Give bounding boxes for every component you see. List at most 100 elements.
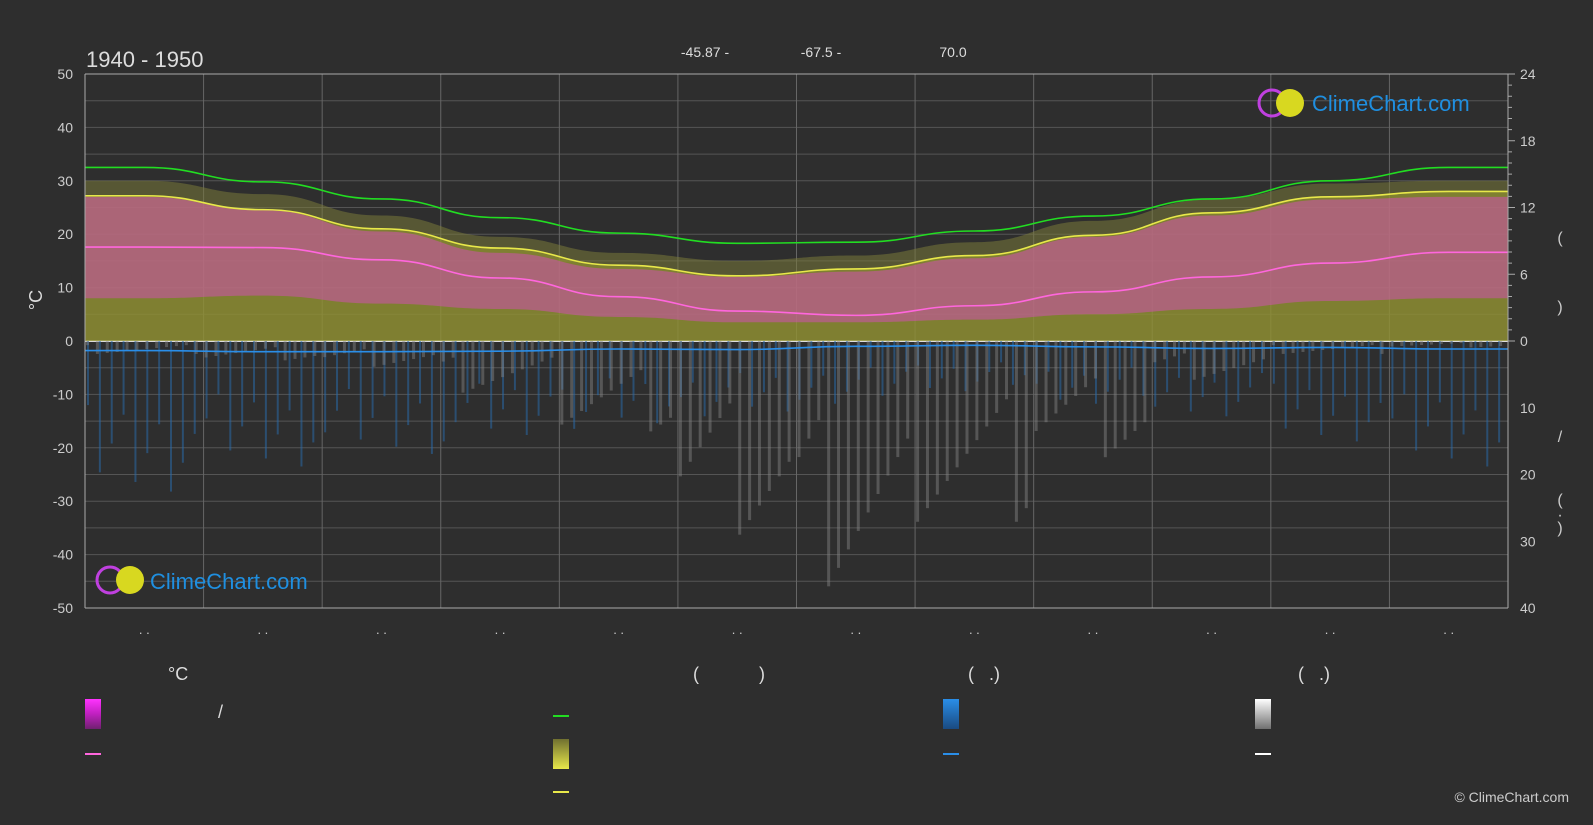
rain-bar (1391, 341, 1394, 419)
snow-bar (95, 341, 99, 354)
y-tick-label: -50 (53, 600, 73, 616)
snow-bar (155, 341, 159, 349)
snow-bar (639, 341, 643, 371)
rain-bar (751, 341, 754, 407)
rain-bar (336, 341, 339, 411)
y-tick-label: 30 (57, 173, 73, 189)
rain-bar (1486, 341, 1489, 467)
rain-bar (1438, 341, 1441, 403)
top-label: -45.87 - (681, 44, 730, 60)
snow-bar (1271, 341, 1275, 346)
top-label: -67.5 - (801, 44, 842, 60)
snow-bar (599, 341, 603, 398)
logo-top[interactable]: ClimeChart.com (1257, 88, 1470, 118)
rain-bar (917, 341, 920, 366)
rain-bar (98, 341, 101, 473)
snow-bar (856, 341, 860, 531)
snow-bar (234, 341, 238, 354)
legend-snow-header: ( .) (1298, 664, 1330, 684)
snow-bar (174, 341, 178, 347)
snow-bar (244, 341, 248, 352)
snow-bar (293, 341, 297, 359)
rain-bar (1000, 341, 1003, 363)
logo-bottom[interactable]: ClimeChart.com (95, 565, 308, 595)
rain-bar (502, 341, 505, 410)
snow-bar (323, 341, 327, 358)
rain-bar (1011, 341, 1014, 385)
rain-bar (976, 341, 979, 382)
snow-bar (1469, 341, 1473, 348)
rain-bar (988, 341, 991, 372)
snow-bar (797, 341, 801, 458)
rain-bar (1284, 341, 1287, 429)
right-axis-glyph: ( (1557, 492, 1563, 509)
rain-bar (762, 341, 765, 393)
rain-bar (644, 341, 647, 384)
snow-bar (105, 341, 109, 353)
snow-bar (570, 341, 574, 418)
snow-bar (1192, 341, 1196, 380)
logo-sun-icon (1276, 89, 1304, 117)
snow-bar (530, 341, 534, 366)
rain-bar (170, 341, 173, 492)
y-tick-label: 0 (65, 333, 73, 349)
snow-bar (896, 341, 900, 458)
snow-bar (1113, 341, 1117, 449)
rain-bar (122, 341, 125, 415)
rain-bar (1367, 341, 1370, 423)
snow-bar (748, 341, 752, 521)
rain-bar (264, 341, 267, 459)
series-line-daylight (85, 166, 1508, 245)
x-tick-label: . . (969, 622, 980, 637)
rain-bar (1177, 341, 1180, 378)
snow-bar (1054, 341, 1058, 414)
snow-bar (886, 341, 890, 476)
y-tick-label: 50 (57, 66, 73, 82)
rain-bar (276, 341, 279, 435)
rain-bar (822, 341, 825, 376)
snow-bar (1044, 341, 1048, 423)
snow-bar (1370, 341, 1374, 346)
rain-bar (430, 341, 433, 454)
snow-bar (718, 341, 722, 419)
right-tick-label-bottom: 10 (1520, 400, 1536, 416)
snow-bar (1153, 341, 1157, 363)
snow-bar (1410, 341, 1414, 346)
snow-bar (965, 341, 969, 454)
rain-bar (549, 341, 552, 397)
rain-bar (1225, 341, 1228, 417)
rain-bar (217, 341, 220, 395)
legend-rain-mean-swatch (943, 753, 959, 755)
rain-bar (857, 341, 860, 380)
rain-bar (1083, 341, 1086, 376)
snow-bar (1084, 341, 1088, 388)
snow-bar (520, 341, 524, 370)
snow-bar (471, 341, 475, 389)
x-tick-label: . . (257, 622, 268, 637)
right-axis-glyph: ) (1557, 299, 1562, 316)
snow-bar (589, 341, 593, 405)
snow-bar (510, 341, 514, 374)
snow-bar (491, 341, 495, 381)
series-line-temp_mean (85, 246, 1508, 317)
right-axis-glyph: / (1558, 429, 1563, 446)
snow-bar (935, 341, 939, 495)
snow-bar (1390, 341, 1394, 347)
snow-bar (1479, 341, 1483, 347)
snow-bar (1301, 341, 1305, 352)
rain-bar (442, 341, 445, 442)
x-tick-label: . . (139, 622, 150, 637)
snow-bar (481, 341, 485, 385)
rain-bar (537, 341, 540, 416)
snow-bar (224, 341, 228, 355)
snow-bar (846, 341, 850, 550)
rain-bar (596, 341, 599, 396)
x-tick-label: . . (613, 622, 624, 637)
rain-bar (632, 341, 635, 401)
series-line-sunshine (85, 190, 1508, 277)
snow-bar (451, 341, 455, 358)
rain-bar (1308, 341, 1311, 391)
rain-bar (324, 341, 327, 433)
snow-bar (560, 341, 564, 425)
legend-sunshine-swatch (553, 739, 569, 769)
